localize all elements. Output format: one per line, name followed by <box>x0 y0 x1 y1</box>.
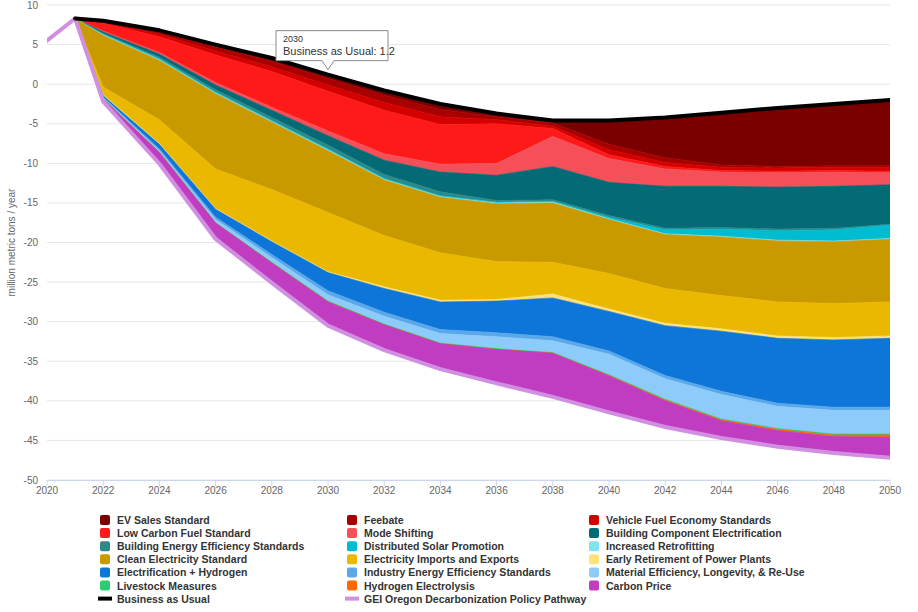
legend-symbol <box>100 554 110 564</box>
legend-symbol <box>347 567 357 577</box>
x-axis-line <box>47 480 890 481</box>
legend-label: Increased Retrofitting <box>606 540 715 552</box>
x-tick-label: 2038 <box>542 485 565 496</box>
x-tick-label: 2024 <box>148 485 171 496</box>
x-tick-label: 2022 <box>92 485 115 496</box>
y-tick-label: -45 <box>24 435 39 446</box>
legend-symbol <box>347 581 357 591</box>
legend-symbol <box>347 515 357 525</box>
x-tick-label: 2044 <box>710 485 733 496</box>
legend-label: Business as Usual <box>117 593 210 605</box>
legend-symbol <box>100 528 110 538</box>
area <box>75 18 890 337</box>
legend-symbol <box>100 541 110 551</box>
legend-label: EV Sales Standard <box>117 514 210 526</box>
y-tick-label: -40 <box>24 395 39 406</box>
legend-label: Hydrogen Electrolysis <box>364 580 475 592</box>
x-tick-label: 2028 <box>261 485 284 496</box>
x-tick-label: 2042 <box>654 485 677 496</box>
legend-label: Mode Shifting <box>364 527 433 539</box>
y-tick-label: -15 <box>24 197 39 208</box>
legend-label: Low Carbon Fuel Standard <box>117 527 251 539</box>
legend-label: Electricity Imports and Exports <box>364 553 519 565</box>
grid <box>47 5 890 480</box>
legend-symbol <box>589 541 599 551</box>
x-tick-label: 2046 <box>766 485 789 496</box>
legend-label: Industry Energy Efficiency Standards <box>364 566 551 578</box>
x-tick-label: 2032 <box>373 485 396 496</box>
tooltip-text: Business as Usual: 1.2 <box>283 45 395 57</box>
x-tick-label: 2026 <box>204 485 227 496</box>
legend-symbol <box>345 597 359 601</box>
y-tick-label: -25 <box>24 277 39 288</box>
tooltip-text: 2030 <box>283 34 303 44</box>
legend-symbol <box>98 597 112 601</box>
legend-symbol <box>589 528 599 538</box>
legend-symbol <box>100 581 110 591</box>
y-tick-label: 5 <box>32 39 38 50</box>
legend-label: Clean Electricity Standard <box>117 553 247 565</box>
grid-line <box>47 5 890 6</box>
y-tick-label: -20 <box>24 237 39 248</box>
legend-symbol <box>347 541 357 551</box>
legend: EV Sales Standard Feebate Vehicle Fuel Eco… <box>98 514 805 605</box>
y-tick-label: -10 <box>24 158 39 169</box>
legend-label: Distributed Solar Promotion <box>364 540 504 552</box>
y-tick-label: -30 <box>24 316 39 327</box>
legend-symbol <box>347 528 357 538</box>
area <box>75 18 890 339</box>
legend-symbol <box>100 515 110 525</box>
x-tick-label: 2020 <box>36 485 59 496</box>
x-tick-label: 2040 <box>598 485 621 496</box>
legend-symbol <box>100 567 110 577</box>
y-tick-label: -5 <box>29 118 38 129</box>
line <box>75 18 890 120</box>
legend-symbol <box>589 515 599 525</box>
y-tick-label: -35 <box>24 356 39 367</box>
legend-symbol <box>589 554 599 564</box>
legend-symbol <box>347 554 357 564</box>
x-tick-label: 2048 <box>823 485 846 496</box>
x-tick-label: 2050 <box>879 485 902 496</box>
legend-label: Early Retirement of Power Plants <box>606 553 771 565</box>
chart: -50-45-40-35-30-25-20-15-10-50510million… <box>0 0 918 612</box>
legend-label: Livestock Measures <box>117 580 217 592</box>
legend-label: Vehicle Fuel Economy Standards <box>606 514 771 526</box>
legend-label: Carbon Price <box>606 580 672 592</box>
area <box>75 18 890 457</box>
x-tick-label: 2036 <box>485 485 508 496</box>
y-tick-label: 10 <box>27 0 39 11</box>
legend-label: GEI Oregon Decarbonization Policy Pathwa… <box>364 593 586 605</box>
tooltip: 2030Business as Usual: 1.2 <box>276 31 395 70</box>
legend-label: Material Efficiency, Longevity, & Re-Use <box>606 566 805 578</box>
legend-label: Feebate <box>364 514 404 526</box>
legend-symbol <box>589 581 599 591</box>
grid-line <box>47 480 890 481</box>
y-axis-title: million metric tons / year <box>6 188 17 296</box>
legend-label: Building Energy Efficiency Standards <box>117 540 304 552</box>
legend-symbol <box>589 567 599 577</box>
x-tick-label: 2034 <box>429 485 452 496</box>
y-tick-label: -50 <box>24 475 39 486</box>
line <box>47 18 890 457</box>
y-tick-label: 0 <box>32 79 38 90</box>
legend-label: Building Component Electrification <box>606 527 782 539</box>
legend-label: Electrification + Hydrogen <box>117 566 247 578</box>
x-tick-label: 2030 <box>317 485 340 496</box>
plot-area <box>47 18 890 457</box>
